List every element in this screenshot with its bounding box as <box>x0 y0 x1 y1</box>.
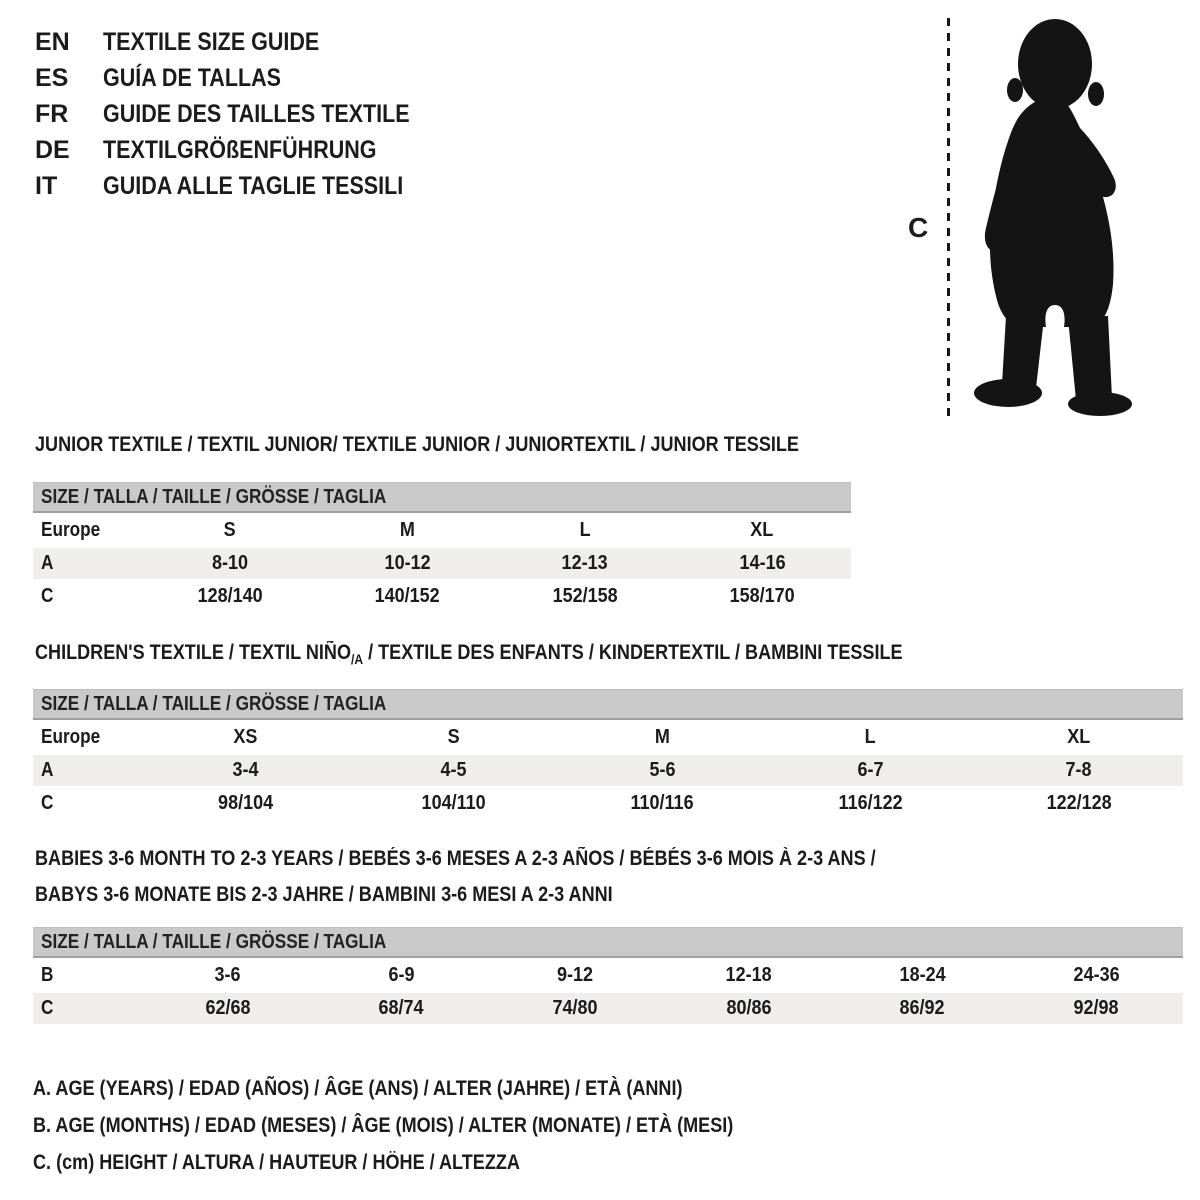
babies-size-table: SIZE / TALLA / TAILLE / GRÖSSE / TAGLIA … <box>33 927 1183 1024</box>
value-cell: 116/122 <box>838 792 903 814</box>
value-cell: 122/128 <box>1046 792 1112 814</box>
value-cell: 3-4 <box>232 759 259 781</box>
size-cell: XS <box>233 726 258 748</box>
table-row: Europe S M L XL <box>33 515 851 546</box>
legend-line-c: C. (cm) HEIGHT / ALTURA / HAUTEUR / HÖHE… <box>33 1150 520 1174</box>
value-cell: 6-9 <box>388 964 415 986</box>
legend-line-a: A. AGE (YEARS) / EDAD (AÑOS) / ÂGE (ANS)… <box>33 1076 683 1100</box>
value-cell: 140/152 <box>374 585 440 607</box>
table-row: C 98/104 104/110 110/116 116/122 122/128 <box>33 788 1183 819</box>
size-header-bar: SIZE / TALLA / TAILLE / GRÖSSE / TAGLIA <box>33 689 1183 720</box>
language-code: EN <box>35 27 70 56</box>
table-row: A 3-4 4-5 5-6 6-7 7-8 <box>33 755 1183 786</box>
value-cell: 3-6 <box>214 964 241 986</box>
language-title: GUIDA ALLE TAGLIE TESSILI <box>103 171 404 200</box>
value-cell: 9-12 <box>557 964 594 986</box>
language-row: EN TEXTILE SIZE GUIDE <box>35 24 460 60</box>
value-cell: 98/104 <box>217 792 273 814</box>
toddler-silhouette <box>974 19 1132 416</box>
junior-size-table: SIZE / TALLA / TAILLE / GRÖSSE / TAGLIA … <box>33 482 851 612</box>
row-label: Europe <box>41 519 101 541</box>
row-label: C <box>41 997 54 1019</box>
row-label: A <box>41 759 54 781</box>
size-cell: S <box>447 726 460 748</box>
language-row: ES GUÍA DE TALLAS <box>35 60 460 96</box>
table-row: Europe XS S M L XL <box>33 722 1183 753</box>
value-cell: 14-16 <box>739 552 786 574</box>
value-cell: 7-8 <box>1065 759 1092 781</box>
height-measure-dashed-line <box>947 18 950 416</box>
language-row: IT GUIDA ALLE TAGLIE TESSILI <box>35 168 460 204</box>
value-cell: 6-7 <box>857 759 884 781</box>
legend-line-b: B. AGE (MONTHS) / EDAD (MESES) / ÂGE (MO… <box>33 1113 734 1137</box>
value-cell: 68/74 <box>378 997 425 1019</box>
value-cell: 12-13 <box>561 552 608 574</box>
children-section-title: CHILDREN'S TEXTILE / TEXTIL NIÑO/A / TEX… <box>35 641 903 668</box>
table-row: A 8-10 10-12 12-13 14-16 <box>33 548 851 579</box>
row-label: C <box>41 792 54 814</box>
row-label: Europe <box>41 726 101 748</box>
size-cell: S <box>223 519 236 541</box>
junior-section-title: JUNIOR TEXTILE / TEXTIL JUNIOR/ TEXTILE … <box>35 433 799 456</box>
value-cell: 12-18 <box>725 964 772 986</box>
size-header-bar: SIZE / TALLA / TAILLE / GRÖSSE / TAGLIA <box>33 927 1183 958</box>
table-row: C 62/68 68/74 74/80 80/86 86/92 92/98 <box>33 993 1183 1024</box>
language-code: FR <box>35 99 69 128</box>
size-cell: L <box>864 726 876 748</box>
value-cell: 8-10 <box>211 552 248 574</box>
value-cell: 86/92 <box>899 997 946 1019</box>
row-label: A <box>41 552 54 574</box>
value-cell: 62/68 <box>205 997 251 1019</box>
measurement-legend: A. AGE (YEARS) / EDAD (AÑOS) / ÂGE (ANS)… <box>33 1070 847 1181</box>
table-row: B 3-6 6-9 9-12 12-18 18-24 24-36 <box>33 960 1183 991</box>
size-cell: M <box>654 726 670 748</box>
language-list: EN TEXTILE SIZE GUIDE ES GUÍA DE TALLAS … <box>35 24 460 204</box>
size-cell: M <box>399 519 415 541</box>
value-cell: 104/110 <box>421 792 486 814</box>
value-cell: 18-24 <box>899 964 946 986</box>
nino-a-subscript: /A <box>351 651 364 668</box>
size-header-bar: SIZE / TALLA / TAILLE / GRÖSSE / TAGLIA <box>33 482 851 513</box>
value-cell: 24-36 <box>1073 964 1120 986</box>
value-cell: 92/98 <box>1073 997 1119 1019</box>
language-row: FR GUIDE DES TAILLES TEXTILE <box>35 96 460 132</box>
value-cell: 158/170 <box>729 585 795 607</box>
value-cell: 10-12 <box>384 552 431 574</box>
babies-section-title: BABIES 3-6 MONTH TO 2-3 YEARS / BEBÉS 3-… <box>35 847 876 906</box>
table-row: C 128/140 140/152 152/158 158/170 <box>33 581 851 612</box>
row-label: C <box>41 585 54 607</box>
value-cell: 5-6 <box>649 759 676 781</box>
language-row: DE TEXTILGRÖßENFÜHRUNG <box>35 132 460 168</box>
language-code: DE <box>35 135 70 164</box>
children-size-table: SIZE / TALLA / TAILLE / GRÖSSE / TAGLIA … <box>33 689 1183 819</box>
value-cell: 4-5 <box>440 759 467 781</box>
measure-label-c: C <box>908 212 929 243</box>
value-cell: 128/140 <box>197 585 263 607</box>
language-code: ES <box>35 63 69 92</box>
language-title: GUIDE DES TAILLES TEXTILE <box>103 99 410 128</box>
size-cell: L <box>579 519 591 541</box>
value-cell: 110/116 <box>630 792 694 814</box>
size-cell: XL <box>1067 726 1091 748</box>
value-cell: 74/80 <box>552 997 598 1019</box>
row-label: B <box>41 964 54 986</box>
value-cell: 152/158 <box>552 585 618 607</box>
language-title: GUÍA DE TALLAS <box>103 63 281 92</box>
language-title: TEXTILE SIZE GUIDE <box>103 27 320 56</box>
size-cell: XL <box>750 519 774 541</box>
value-cell: 80/86 <box>726 997 772 1019</box>
language-title: TEXTILGRÖßENFÜHRUNG <box>103 135 377 164</box>
language-code: IT <box>35 171 58 200</box>
